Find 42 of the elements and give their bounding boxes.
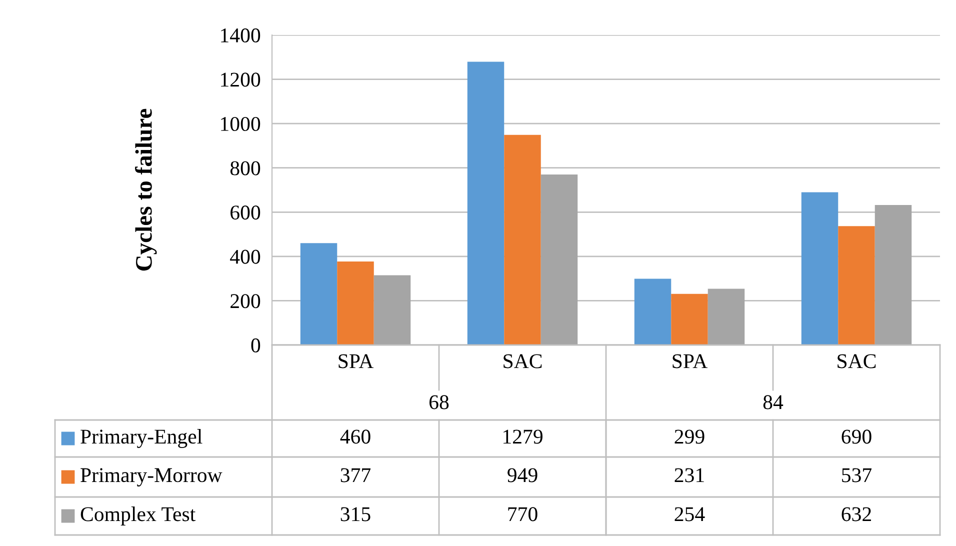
data-label: 537: [842, 468, 872, 482]
data-label: 1279: [504, 430, 542, 444]
data-label: 460: [340, 430, 370, 444]
x-tick-label: SAC: [504, 354, 542, 368]
data-label: 254: [674, 507, 705, 522]
legend-label: Primary-Morrow: [80, 468, 222, 486]
y-axis-title: Cycles to failure: [135, 108, 157, 271]
bar: [467, 62, 504, 345]
y-tick-label: 1200: [221, 72, 260, 87]
bar: [634, 278, 672, 345]
bar: [708, 288, 745, 345]
data-label: 377: [340, 468, 371, 482]
data-label: 315: [340, 507, 370, 522]
y-tick-label: 600: [230, 206, 260, 220]
x-tick-label: SPA: [338, 354, 374, 368]
data-label: 690: [842, 430, 872, 444]
bar: [801, 192, 838, 345]
bar: [671, 294, 708, 345]
bar: [337, 262, 374, 345]
text: 68: [429, 395, 449, 410]
bar: [540, 174, 578, 345]
data-label: 949: [508, 468, 538, 482]
bar: [504, 134, 541, 345]
bar: [874, 205, 912, 345]
data-label: 770: [508, 507, 538, 522]
y-tick-label: 400: [230, 250, 260, 264]
y-tick-label: 1400: [221, 28, 260, 42]
x-tick-label: SAC: [838, 354, 876, 368]
bar: [300, 243, 338, 345]
data-label: 632: [842, 507, 871, 522]
y-tick-label: 1000: [221, 116, 260, 132]
bar: [374, 275, 411, 345]
data-label: 231: [674, 468, 704, 482]
legend-label: Primary-Engel: [80, 429, 202, 448]
text: 84: [763, 395, 784, 410]
y-tick-label: 0: [251, 338, 260, 352]
data-label: 299: [674, 430, 704, 444]
y-tick-label: 200: [230, 294, 260, 308]
bar: [838, 226, 875, 345]
x-tick-label: SPA: [672, 354, 708, 368]
legend-label: Complex Test: [80, 506, 196, 526]
y-tick-label: 800: [230, 161, 260, 176]
